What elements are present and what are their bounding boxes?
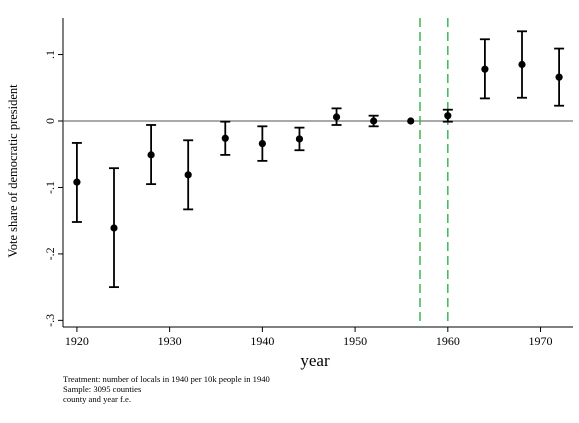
data-point [147, 151, 155, 159]
x-axis-title: year [300, 351, 330, 370]
data-point [184, 171, 192, 179]
y-tick-label: 0 [43, 118, 57, 124]
data-point [481, 65, 489, 73]
data-point [295, 135, 304, 143]
footnote-sample: Sample: 3095 counties [63, 384, 142, 394]
y-tick-label: -.1 [43, 181, 57, 194]
x-tick-label: 1950 [343, 334, 367, 348]
data-point [444, 112, 452, 120]
x-tick-label: 1930 [158, 334, 182, 348]
y-tick-label: -.2 [43, 247, 57, 260]
x-tick-label: 1960 [436, 334, 460, 348]
x-tick-label: 1920 [65, 334, 89, 348]
footnote-treatment: Treatment: number of locals in 1940 per … [63, 374, 270, 384]
x-tick-label: 1940 [250, 334, 274, 348]
footnotes: Treatment: number of locals in 1940 per … [63, 374, 270, 404]
data-point [110, 224, 118, 232]
data-point [221, 134, 229, 142]
data-marks [71, 30, 565, 289]
data-point [407, 117, 415, 125]
reference-lines [63, 18, 573, 327]
data-point [370, 117, 378, 125]
footnote-fixed-effects: county and year f.e. [63, 394, 131, 404]
y-tick-label: -.3 [43, 314, 57, 327]
y-tick-label: .1 [43, 50, 57, 59]
data-point [518, 60, 526, 69]
data-point [258, 139, 266, 148]
data-point [332, 113, 341, 121]
y-axis-title: Vote share of democratic president [6, 84, 20, 258]
data-point [555, 73, 563, 81]
data-point [73, 178, 81, 186]
x-tick-label: 1970 [529, 334, 553, 348]
axes: .1 0 -.1 -.2 -.3 1920 1930 1940 1950 1960 1970 [43, 18, 573, 348]
